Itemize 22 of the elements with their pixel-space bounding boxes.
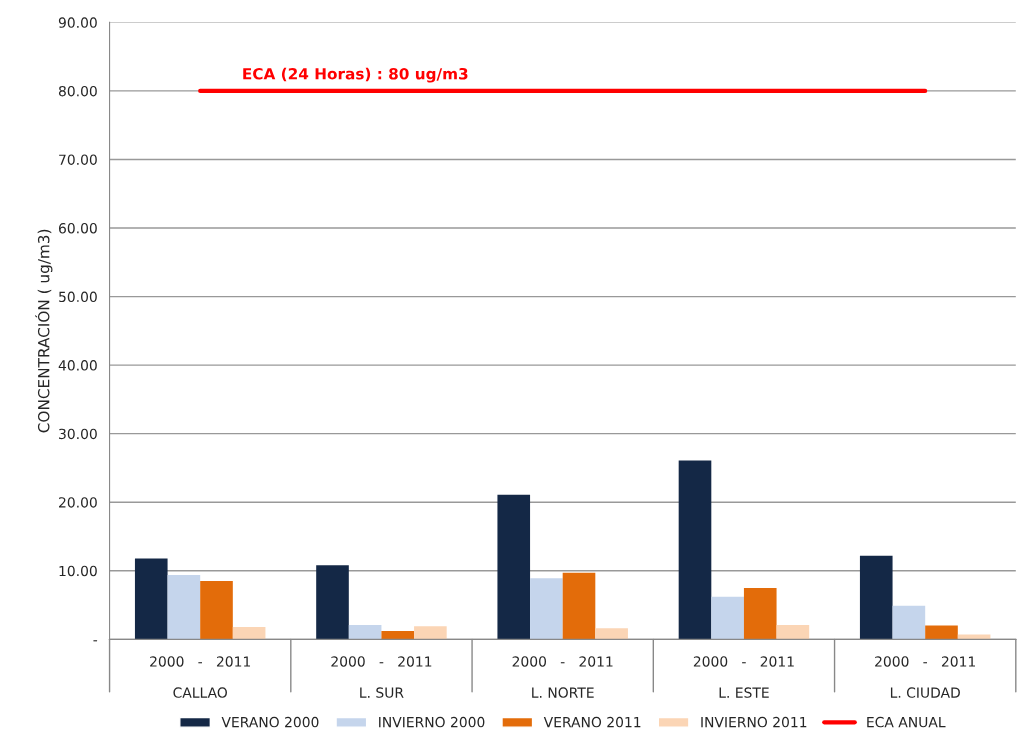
- category-label: 2000 - 2011 CALLAO: [150, 656, 251, 698]
- legend-label: INVIERNO 2000: [379, 716, 485, 728]
- legend-label: ECA ANUAL: [867, 716, 946, 728]
- category-label: 2000 - 2011 L. ESTE: [693, 656, 794, 698]
- legend-label: VERANO 2011: [543, 716, 641, 728]
- y-axis-title: CONCENTRACIÓN ( ug/m3): [35, 229, 53, 433]
- legend-label: INVIERNO 2011: [701, 716, 807, 728]
- legend-label: VERANO 2000: [221, 716, 319, 728]
- y-tick-label: -: [93, 640, 98, 642]
- y-tick-label: 60.00: [58, 223, 97, 234]
- y-tick-label: 50.00: [59, 291, 97, 303]
- y-tick-label: 20.00: [59, 497, 97, 508]
- y-tick-label: 40.00: [58, 360, 97, 371]
- category-label: 2000 - 2011 L. NORTE: [512, 656, 613, 698]
- annotation: ECA (24 Horas) : 80 ug/m3: [243, 67, 468, 83]
- y-tick-label: 90.00: [58, 17, 97, 28]
- category-label: 2000 - 2011 L. CIUDAD: [875, 656, 975, 698]
- y-tick-label: 30.00: [59, 428, 97, 440]
- y-tick-label: 10.00: [59, 565, 97, 577]
- y-tick-label: 80.00: [58, 85, 97, 97]
- category-label: 2000 - 2011 L. SUR: [331, 656, 432, 698]
- y-tick-label: 70.00: [59, 154, 97, 165]
